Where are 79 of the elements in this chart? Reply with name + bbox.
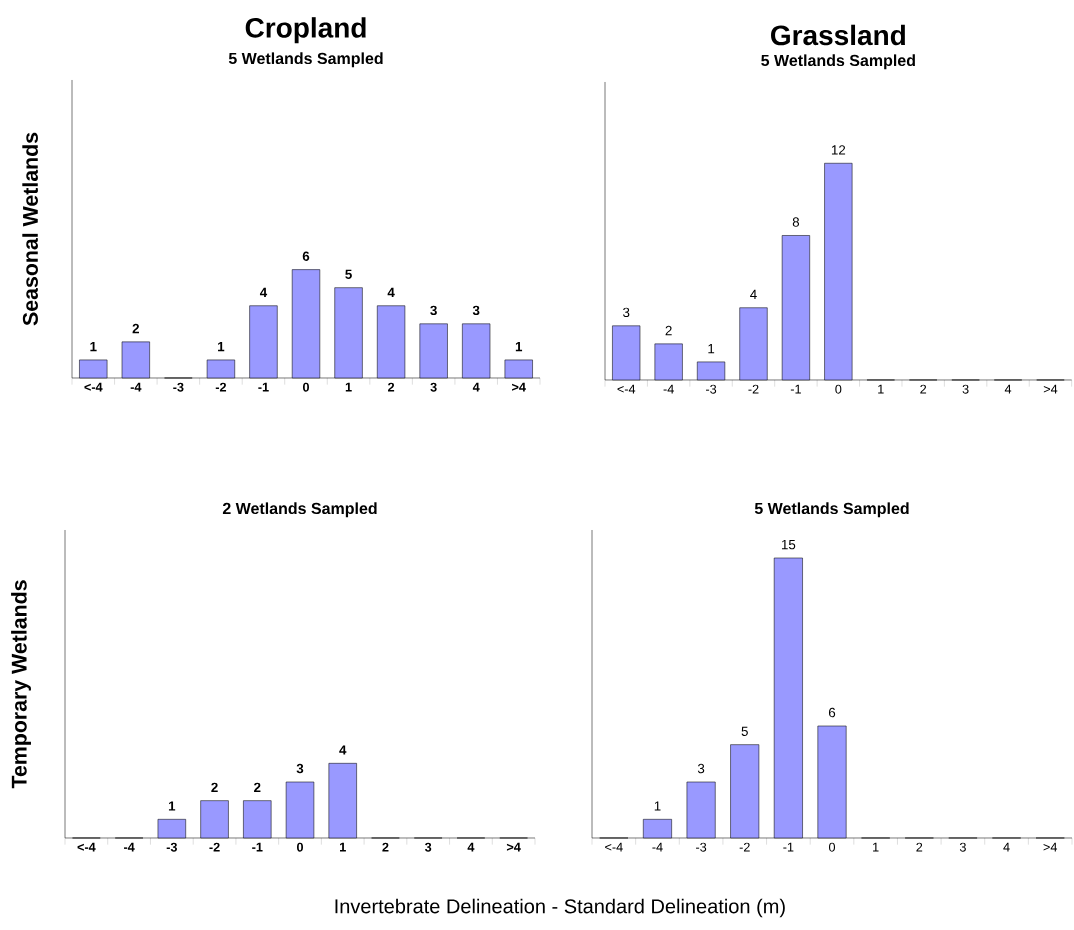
x-tick-label: 2 [382,842,389,852]
x-tick-label: 4 [1004,384,1012,394]
data-label: 3 [472,305,480,316]
x-tick-label: 0 [296,842,304,852]
data-label: 1 [708,344,715,354]
data-label: 4 [339,745,347,755]
x-tick-label: 1 [345,382,352,392]
x-tick-label: 0 [835,384,842,394]
x-tick-label: -3 [166,842,177,852]
x-tick-label: -1 [783,842,794,852]
x-tick-label: 1 [873,842,879,852]
x-tick-label: <-4 [77,842,96,852]
data-label: 2 [132,323,139,334]
x-tick-label: 3 [430,382,437,392]
data-label: 12 [831,145,846,155]
chart-subtitle: 2 Wetlands Sampled [222,502,377,518]
x-tick-label: 4 [472,382,480,392]
chart-subtitle: 5 Wetlands Sampled [761,54,915,70]
x-tick-label: 2 [916,842,923,852]
data-label: 4 [750,289,757,300]
y-axis-title: Temporary Wetlands [11,580,31,789]
x-tick-label: -3 [706,384,717,394]
data-label: 5 [345,269,352,279]
x-tick-label: -2 [739,842,750,852]
data-label: 6 [302,251,310,261]
data-label: 1 [515,342,523,352]
data-label: 1 [90,342,97,352]
data-label: 6 [828,707,836,718]
x-tick-label: -3 [173,382,184,392]
data-label: 1 [218,342,225,352]
y-axis-title: Seasonal Wetlands [22,132,38,326]
x-tick-label: -2 [748,384,759,394]
x-tick-label: >4 [1043,384,1058,394]
x-tick-label: -4 [652,842,663,852]
x-tick-label: >4 [506,842,521,852]
x-tick-label: 0 [828,842,836,852]
x-tick-label: <-4 [605,842,623,852]
x-tick-label: >4 [512,382,526,392]
data-label: 5 [741,726,748,736]
data-label: 2 [254,782,261,792]
x-tick-label: 4 [467,842,475,852]
x-tick-label: 4 [1003,842,1010,852]
data-label: 3 [296,763,304,774]
x-tick-label: <-4 [84,382,103,392]
x-tick-label: -2 [209,842,220,852]
x-tick-label: 2 [920,384,927,394]
data-label: 4 [387,287,395,298]
data-label: 15 [781,539,796,550]
chart-subtitle: 5 Wetlands Sampled [228,52,383,68]
x-tick-label: 1 [878,384,884,394]
x-tick-label: -2 [215,382,227,392]
x-tick-label: 3 [962,384,969,394]
chart-title: Cropland [245,17,366,44]
x-tick-label: >4 [1043,842,1058,852]
x-tick-label: 3 [959,842,966,852]
data-label: 4 [259,287,268,298]
data-label: 2 [211,782,218,792]
x-tick-label: -1 [790,384,801,394]
x-tick-label: 1 [340,842,346,852]
chart-title: Grassland [771,24,905,46]
x-tick-label: 0 [302,382,310,392]
data-label: 1 [654,801,661,811]
data-label: 8 [792,217,800,227]
x-tick-label: -4 [130,382,142,392]
data-label: 2 [665,325,672,336]
x-tick-label: 3 [424,842,432,852]
data-label: 3 [623,307,630,318]
data-label: 3 [697,763,705,774]
x-tick-label: -3 [696,842,707,852]
chart-subtitle: 5 Wetlands Sampled [754,502,909,518]
data-label: 1 [168,801,176,811]
x-axis-title: Invertebrate Delineation - Standard Delineation (m) [335,898,785,918]
x-tick-label: -1 [258,382,269,392]
x-tick-label: 2 [388,382,395,392]
x-tick-label: -1 [252,842,263,852]
x-tick-label: -4 [123,842,135,852]
data-label: 3 [430,305,437,316]
x-tick-label: <-4 [617,384,636,394]
x-tick-label: -4 [663,384,674,394]
